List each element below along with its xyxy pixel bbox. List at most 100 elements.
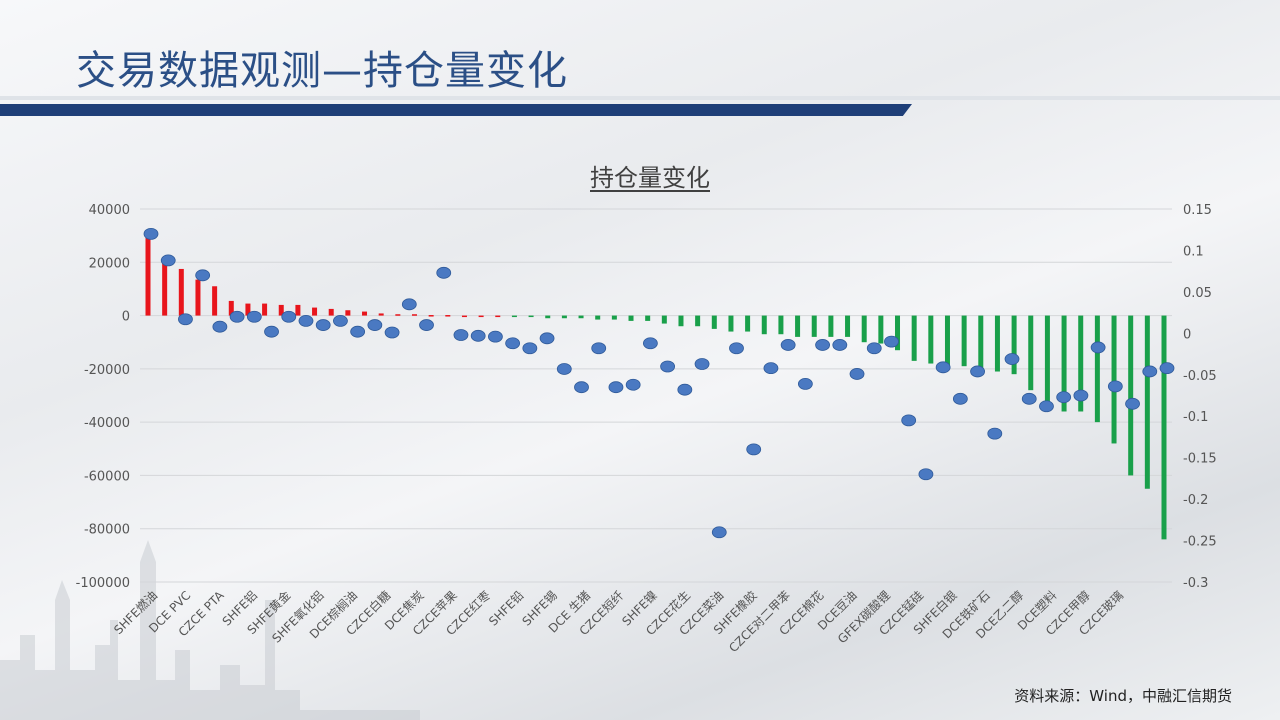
bar [1061, 315, 1067, 412]
data-point [384, 326, 400, 339]
data-point [884, 335, 899, 348]
data-point [866, 342, 882, 355]
data-point [401, 298, 417, 311]
data-point [1159, 362, 1175, 375]
data-point [522, 342, 538, 355]
data-point [608, 381, 624, 394]
bar [845, 315, 851, 337]
bar [1111, 315, 1117, 444]
right-axis-tick-label: -0.05 [1183, 369, 1217, 384]
data-point [453, 329, 469, 341]
data-point [711, 526, 727, 539]
data-point [987, 427, 1003, 440]
bar [911, 315, 917, 361]
data-point [815, 339, 830, 351]
data-point [797, 377, 813, 390]
bar [1011, 315, 1017, 375]
bar [978, 315, 984, 369]
bar [262, 303, 268, 316]
bar [478, 315, 484, 318]
chart-title: 持仓量变化 [590, 164, 710, 192]
left-axis-tick-label: -20000 [84, 363, 130, 378]
bar [295, 304, 301, 316]
bar [278, 304, 284, 316]
bar [528, 315, 534, 318]
bar [195, 279, 201, 316]
data-point [298, 314, 314, 327]
data-point [436, 266, 452, 279]
data-point [1107, 380, 1123, 393]
data-point [935, 361, 951, 374]
data-point [1142, 365, 1158, 378]
data-point [419, 319, 434, 331]
bar [645, 315, 651, 321]
data-point [660, 360, 676, 373]
right-axis-tick-label: -0.1 [1183, 410, 1208, 425]
bar [511, 315, 517, 318]
bar [428, 315, 434, 317]
data-point [1125, 397, 1140, 410]
data-point [970, 365, 985, 378]
bar [944, 315, 950, 367]
data-point [350, 325, 366, 338]
bar [928, 315, 934, 364]
bar [895, 315, 901, 351]
bar [245, 303, 251, 316]
data-point [625, 378, 641, 391]
bar [162, 262, 168, 316]
data-point [694, 358, 710, 370]
left-axis-tick-label: 0 [122, 310, 130, 325]
data-point [246, 310, 262, 323]
right-axis-tick-label: -0.25 [1183, 535, 1217, 550]
data-point [849, 368, 865, 380]
bar [678, 315, 684, 327]
bar [811, 315, 817, 337]
data-point [315, 319, 331, 331]
data-point [746, 443, 762, 456]
bar [445, 315, 451, 317]
bar [178, 268, 184, 316]
bar [778, 315, 784, 335]
data-point [952, 392, 968, 405]
left-axis-tick-label: -40000 [84, 416, 130, 431]
bar [761, 315, 767, 335]
bar [1044, 315, 1050, 412]
data-point [1090, 341, 1106, 354]
data-point [901, 414, 917, 427]
bar [378, 313, 384, 316]
data-point [832, 339, 848, 351]
bar [628, 315, 634, 321]
right-axis-tick-label: -0.3 [1183, 576, 1208, 591]
bar [1161, 315, 1167, 540]
right-axis-tick-label: 0.05 [1183, 286, 1212, 301]
bar [312, 307, 318, 316]
data-point [1004, 353, 1020, 365]
right-axis-tick-label: 0.1 [1183, 244, 1204, 259]
data-point [229, 310, 245, 323]
data-point [281, 310, 297, 323]
city-skyline-decoration [0, 540, 420, 720]
data-point [677, 383, 693, 396]
left-axis-tick-label: 20000 [89, 256, 130, 271]
bar [345, 310, 351, 316]
bar [561, 315, 567, 319]
bar [1128, 315, 1134, 476]
data-point [780, 339, 796, 351]
data-point [195, 269, 211, 282]
header-band [0, 96, 1280, 100]
right-axis-tick-label: -0.2 [1183, 493, 1208, 508]
left-axis-tick-label: -60000 [84, 469, 130, 484]
data-point [470, 329, 486, 342]
page-title: 交易数据观测—持仓量变化 [76, 48, 568, 94]
bar [1078, 315, 1084, 412]
bar [228, 300, 234, 316]
bar [578, 315, 584, 319]
data-point [1039, 400, 1054, 413]
right-axis-tick-label: -0.15 [1183, 452, 1217, 467]
bar [961, 315, 967, 367]
bar [1144, 315, 1150, 489]
bar [828, 315, 834, 337]
data-point [143, 227, 159, 240]
bar [212, 286, 218, 316]
